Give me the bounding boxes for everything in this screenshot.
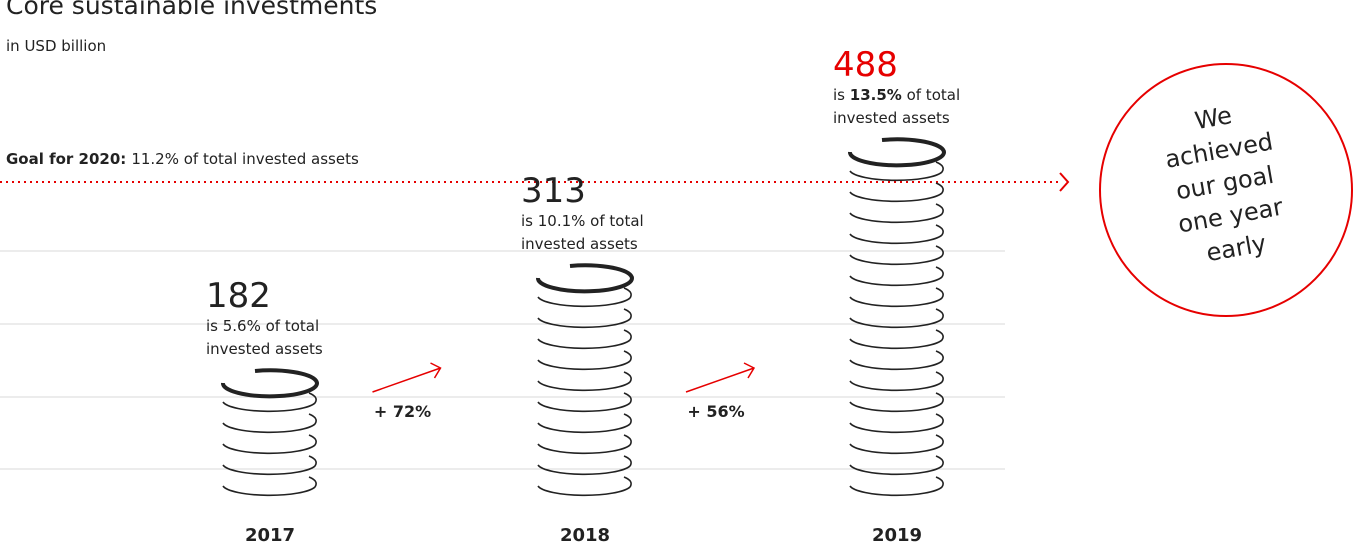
coin <box>850 246 943 264</box>
coin <box>223 435 316 453</box>
coin-top <box>850 139 944 165</box>
coin <box>850 183 943 201</box>
coin <box>538 456 631 474</box>
category-label: 2017 <box>245 525 295 546</box>
note-part: 13.5% <box>850 86 902 104</box>
coin <box>850 477 943 495</box>
coin <box>850 330 943 348</box>
chart-subtitle: in USD billion <box>6 37 106 55</box>
coin <box>538 414 631 432</box>
coin <box>850 456 943 474</box>
coin <box>850 414 943 432</box>
coin <box>223 414 316 432</box>
growth-label: + 56% <box>687 402 744 421</box>
coin <box>538 351 631 369</box>
callout-line: We <box>1193 101 1234 135</box>
coin-stack <box>538 265 632 495</box>
goal-label: Goal for 2020: <box>6 150 126 168</box>
coin <box>538 393 631 411</box>
chart-title: Core sustainable investments <box>6 0 377 20</box>
coin <box>538 330 631 348</box>
coin-stack <box>850 139 944 495</box>
coin <box>850 393 943 411</box>
value-label: 488 <box>833 45 898 85</box>
note-line: invested assets <box>206 340 323 358</box>
grid <box>0 251 1005 469</box>
goal-text: Goal for 2020: 11.2% of total invested as… <box>6 150 359 168</box>
note-line: is 5.6% of total <box>206 317 319 335</box>
coin <box>223 456 316 474</box>
coin-top <box>223 370 317 396</box>
coin <box>850 372 943 390</box>
value-label: 182 <box>206 276 271 316</box>
value-label: 313 <box>521 171 586 211</box>
callout-line: early <box>1204 229 1268 267</box>
note-part: is 5.6% of total <box>206 317 319 335</box>
goal-arrow <box>1060 173 1068 191</box>
growth-arrow <box>373 363 441 392</box>
coin <box>538 477 631 495</box>
coin <box>850 204 943 222</box>
coin-top <box>538 265 632 291</box>
note-line: is 10.1% of total <box>521 212 644 230</box>
coin <box>850 435 943 453</box>
coin <box>538 435 631 453</box>
infographic: Core sustainable investments in USD bill… <box>0 0 1361 551</box>
coin <box>850 288 943 306</box>
coin-stack <box>223 370 317 495</box>
coin <box>223 477 316 495</box>
growth-label: + 72% <box>374 402 431 421</box>
note-part: of total <box>902 86 960 104</box>
coin <box>850 267 943 285</box>
note-part: is <box>833 86 850 104</box>
coin <box>850 309 943 327</box>
coin <box>850 225 943 243</box>
category-label: 2019 <box>872 525 922 546</box>
note-part: is 10.1% of total <box>521 212 644 230</box>
category-label: 2018 <box>560 525 610 546</box>
coin <box>538 309 631 327</box>
coin <box>538 372 631 390</box>
growth-arrow <box>686 363 754 392</box>
note-line: is 13.5% of total <box>833 86 960 104</box>
coin <box>850 351 943 369</box>
goal-value: 11.2% of total invested assets <box>131 150 359 168</box>
note-line: invested assets <box>521 235 638 253</box>
note-line: invested assets <box>833 109 950 127</box>
